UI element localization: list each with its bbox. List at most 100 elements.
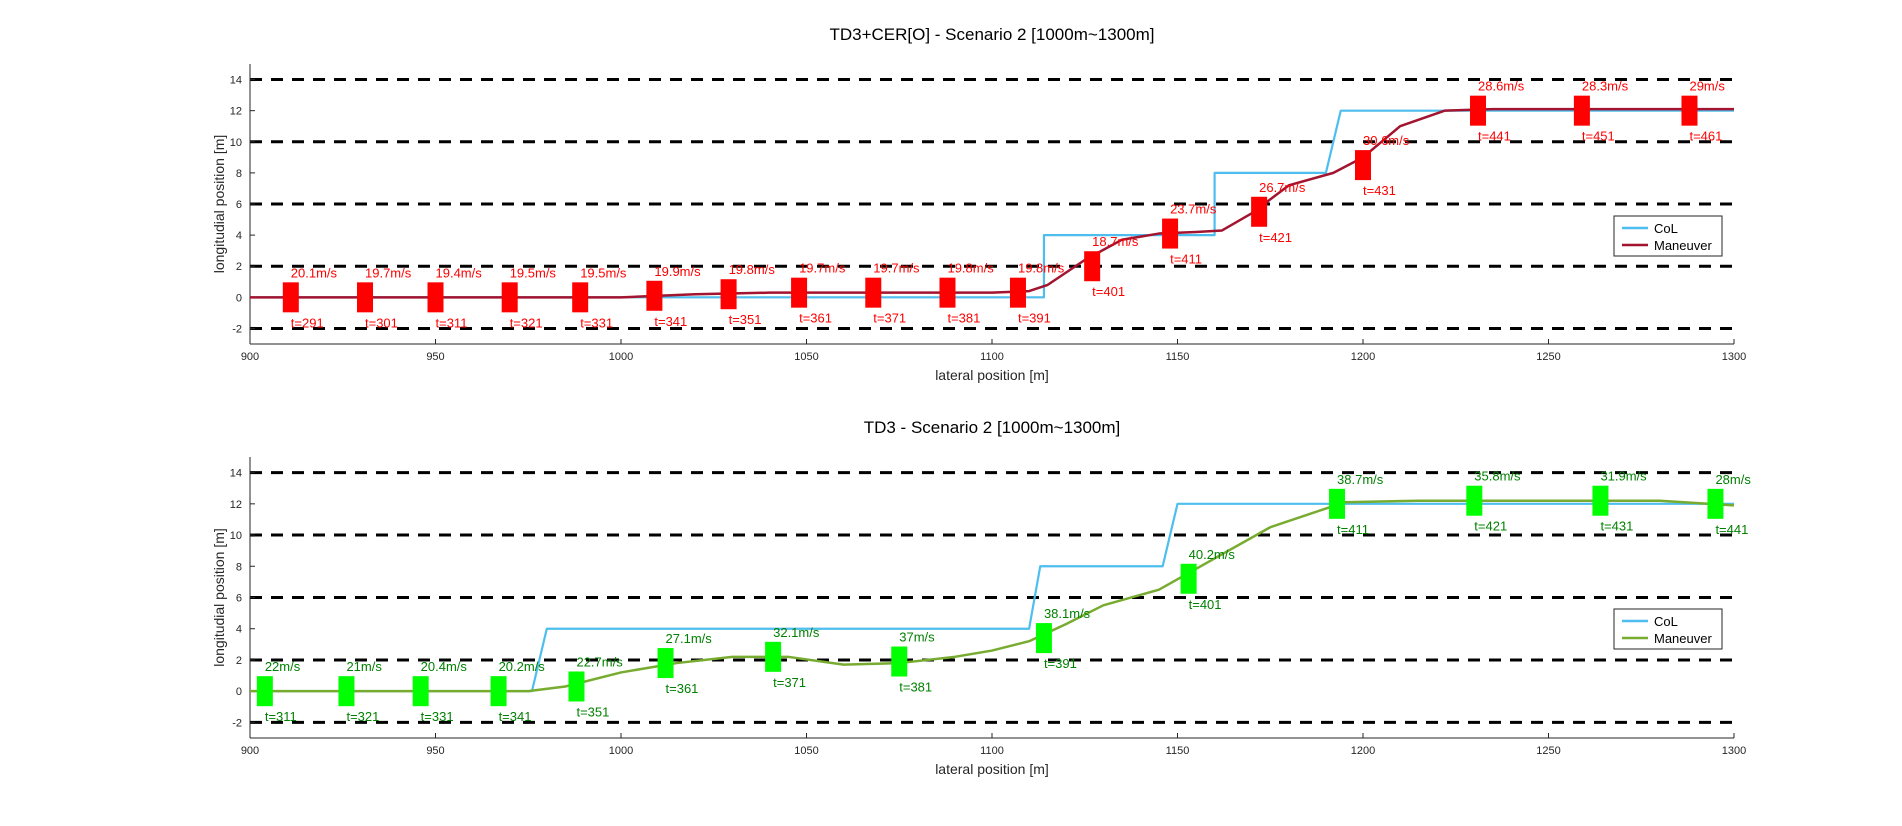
legend-box xyxy=(1613,608,1723,650)
speed-label: 19.7m/s xyxy=(873,261,920,276)
vehicle-marker xyxy=(1355,150,1371,181)
x-tick-label: 1100 xyxy=(980,745,1004,757)
time-label: t=321 xyxy=(510,315,543,330)
x-axis-label: lateral position [m] xyxy=(935,367,1049,383)
speed-label: 19.5m/s xyxy=(580,265,627,280)
vehicle-marker xyxy=(1329,488,1346,519)
x-tick-label: 1050 xyxy=(794,351,818,363)
speed-label: 20.2m/s xyxy=(499,659,546,674)
vehicle-marker xyxy=(1466,485,1483,516)
speed-label: 19.8m/s xyxy=(729,262,776,277)
chart-title: TD3 - Scenario 2 [1000m~1300m] xyxy=(864,418,1121,437)
series-line-maneuver xyxy=(250,499,1735,693)
y-tick-label: 14 xyxy=(230,468,242,480)
vehicle-marker xyxy=(765,641,782,672)
speed-label: 32.1m/s xyxy=(773,625,820,640)
x-tick-label: 1200 xyxy=(1351,351,1375,363)
x-tick-label: 1300 xyxy=(1722,351,1746,363)
vehicle-marker xyxy=(1592,485,1609,516)
y-axis-label: longitudial position [m] xyxy=(211,135,227,274)
vehicle-marker xyxy=(357,282,374,313)
legend: CoL Maneuver xyxy=(1613,608,1723,650)
time-label: t=401 xyxy=(1092,284,1125,299)
vehicle-marker xyxy=(1251,196,1268,227)
y-tick-label: 2 xyxy=(236,261,242,273)
series-line-maneuver xyxy=(250,107,1734,299)
vehicle-marker xyxy=(338,676,355,707)
x-tick-label: 1050 xyxy=(794,745,818,757)
time-label: t=391 xyxy=(1018,311,1051,326)
x-tick-label: 900 xyxy=(241,745,259,757)
time-label: t=421 xyxy=(1259,230,1292,245)
x-tick-label: 1250 xyxy=(1536,745,1560,757)
time-label: t=451 xyxy=(1582,129,1615,144)
vehicle-marker xyxy=(412,676,429,707)
speed-label: 26.7m/s xyxy=(1259,180,1306,195)
vehicle-marker xyxy=(256,676,273,707)
x-tick-label: 1000 xyxy=(609,351,633,363)
time-label: t=421 xyxy=(1474,519,1507,534)
x-tick-label: 1250 xyxy=(1536,351,1560,363)
legend: CoL Maneuver xyxy=(1613,215,1723,257)
y-tick-label: 0 xyxy=(236,292,242,304)
vehicle-marker xyxy=(1681,95,1698,126)
speed-label: 38.7m/s xyxy=(1337,472,1384,487)
time-label: t=321 xyxy=(346,709,379,724)
time-label: t=331 xyxy=(421,709,454,724)
legend-label: CoL xyxy=(1654,221,1678,236)
y-tick-label: 2 xyxy=(236,655,242,667)
x-axis-label: lateral position [m] xyxy=(935,761,1049,777)
x-tick-label: 1300 xyxy=(1722,745,1746,757)
vehicle-marker xyxy=(891,646,908,677)
y-tick-label: 10 xyxy=(230,530,242,542)
speed-label: 35.8m/s xyxy=(1474,469,1521,484)
vehicle-marker xyxy=(490,676,507,707)
time-label: t=351 xyxy=(576,704,609,719)
x-tick-label: 1200 xyxy=(1351,745,1375,757)
time-label: t=461 xyxy=(1689,129,1722,144)
y-tick-label: 4 xyxy=(236,624,242,636)
time-label: t=381 xyxy=(899,680,932,695)
speed-label: 19.8m/s xyxy=(947,261,994,276)
y-tick-label: 14 xyxy=(230,75,242,87)
speed-label: 22m/s xyxy=(265,659,301,674)
speed-label: 30.6m/s xyxy=(1363,133,1410,148)
y-tick-label: 10 xyxy=(230,137,242,149)
vehicle-marker xyxy=(501,282,518,313)
chart-panel-1: 900 950 1000 1050 1100 1150 1200 1250 1300 -2 0 2 4 6… xyxy=(211,25,1746,383)
time-label: t=431 xyxy=(1600,519,1633,534)
x-tick-label: 950 xyxy=(426,351,444,363)
time-label: t=341 xyxy=(654,314,687,329)
vehicle-marker xyxy=(572,282,589,313)
speed-label: 28m/s xyxy=(1715,472,1751,487)
vehicle-marker xyxy=(427,282,444,313)
y-tick-label: 8 xyxy=(236,561,242,573)
speed-label: 28.6m/s xyxy=(1478,79,1525,94)
speed-label: 29m/s xyxy=(1689,79,1725,94)
speed-label: 19.8m/s xyxy=(1018,261,1065,276)
speed-label: 27.1m/s xyxy=(666,631,713,646)
time-label: t=371 xyxy=(773,675,806,690)
vehicle-marker xyxy=(791,277,808,308)
speed-label: 40.2m/s xyxy=(1189,547,1236,562)
legend-label: Maneuver xyxy=(1654,631,1712,646)
y-tick-label: -2 xyxy=(232,323,242,335)
time-label: t=341 xyxy=(499,709,532,724)
vehicle-marker xyxy=(646,280,663,311)
time-label: t=361 xyxy=(799,311,832,326)
vehicle-marker xyxy=(1180,563,1197,594)
y-tick-label: 12 xyxy=(230,499,242,511)
series-line-col xyxy=(250,502,1734,693)
speed-label: 19.5m/s xyxy=(510,265,557,280)
time-label: t=401 xyxy=(1189,597,1222,612)
time-label: t=311 xyxy=(436,315,468,330)
time-label: t=441 xyxy=(1478,129,1511,144)
speed-label: 19.7m/s xyxy=(799,261,846,276)
speed-label: 19.9m/s xyxy=(654,264,701,279)
speed-label: 38.1m/s xyxy=(1044,606,1091,621)
vehicle-marker xyxy=(657,648,674,679)
time-label: t=361 xyxy=(666,681,699,696)
y-tick-label: 6 xyxy=(236,199,242,211)
vehicle-marker xyxy=(568,671,585,702)
